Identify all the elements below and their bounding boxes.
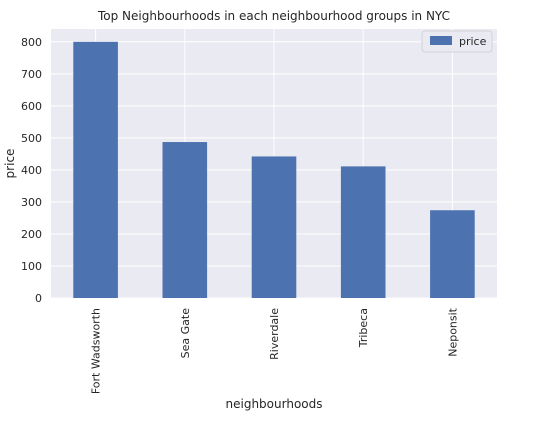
bar	[251, 156, 297, 298]
x-tick-label: Riverdale	[268, 308, 281, 360]
y-tick-label: 0	[35, 292, 42, 305]
legend-label: price	[459, 35, 487, 48]
y-tick-label: 100	[21, 260, 42, 273]
bar	[340, 166, 386, 298]
y-tick-label: 200	[21, 228, 42, 241]
x-axis-label: neighbourhoods	[226, 397, 323, 411]
y-axis-label: price	[3, 149, 17, 179]
bar	[73, 41, 118, 299]
x-tick-label: Sea Gate	[179, 308, 192, 359]
y-tick-label: 300	[21, 196, 42, 209]
y-tick-label: 500	[21, 132, 42, 145]
legend-swatch	[430, 36, 452, 45]
bar	[430, 210, 475, 298]
y-tick-labels: 0 100 200 300 400 500 600 700 800	[21, 36, 42, 305]
y-tick-label: 400	[21, 164, 42, 177]
y-tick-label: 800	[21, 36, 42, 49]
x-tick-labels: Fort Wadsworth Sea Gate Riverdale Tribeca Ne…	[90, 307, 460, 394]
legend: price	[421, 30, 493, 53]
bar	[162, 142, 208, 298]
x-tick-label: Tribeca	[357, 308, 370, 348]
y-tick-label: 600	[21, 100, 42, 113]
x-tick-label: Fort Wadsworth	[90, 308, 103, 394]
bars	[73, 41, 475, 299]
x-tick-label: Neponsit	[446, 307, 459, 356]
chart-title: Top Neighbourhoods in each neighbourhood…	[97, 9, 450, 23]
y-tick-label: 700	[21, 68, 42, 81]
